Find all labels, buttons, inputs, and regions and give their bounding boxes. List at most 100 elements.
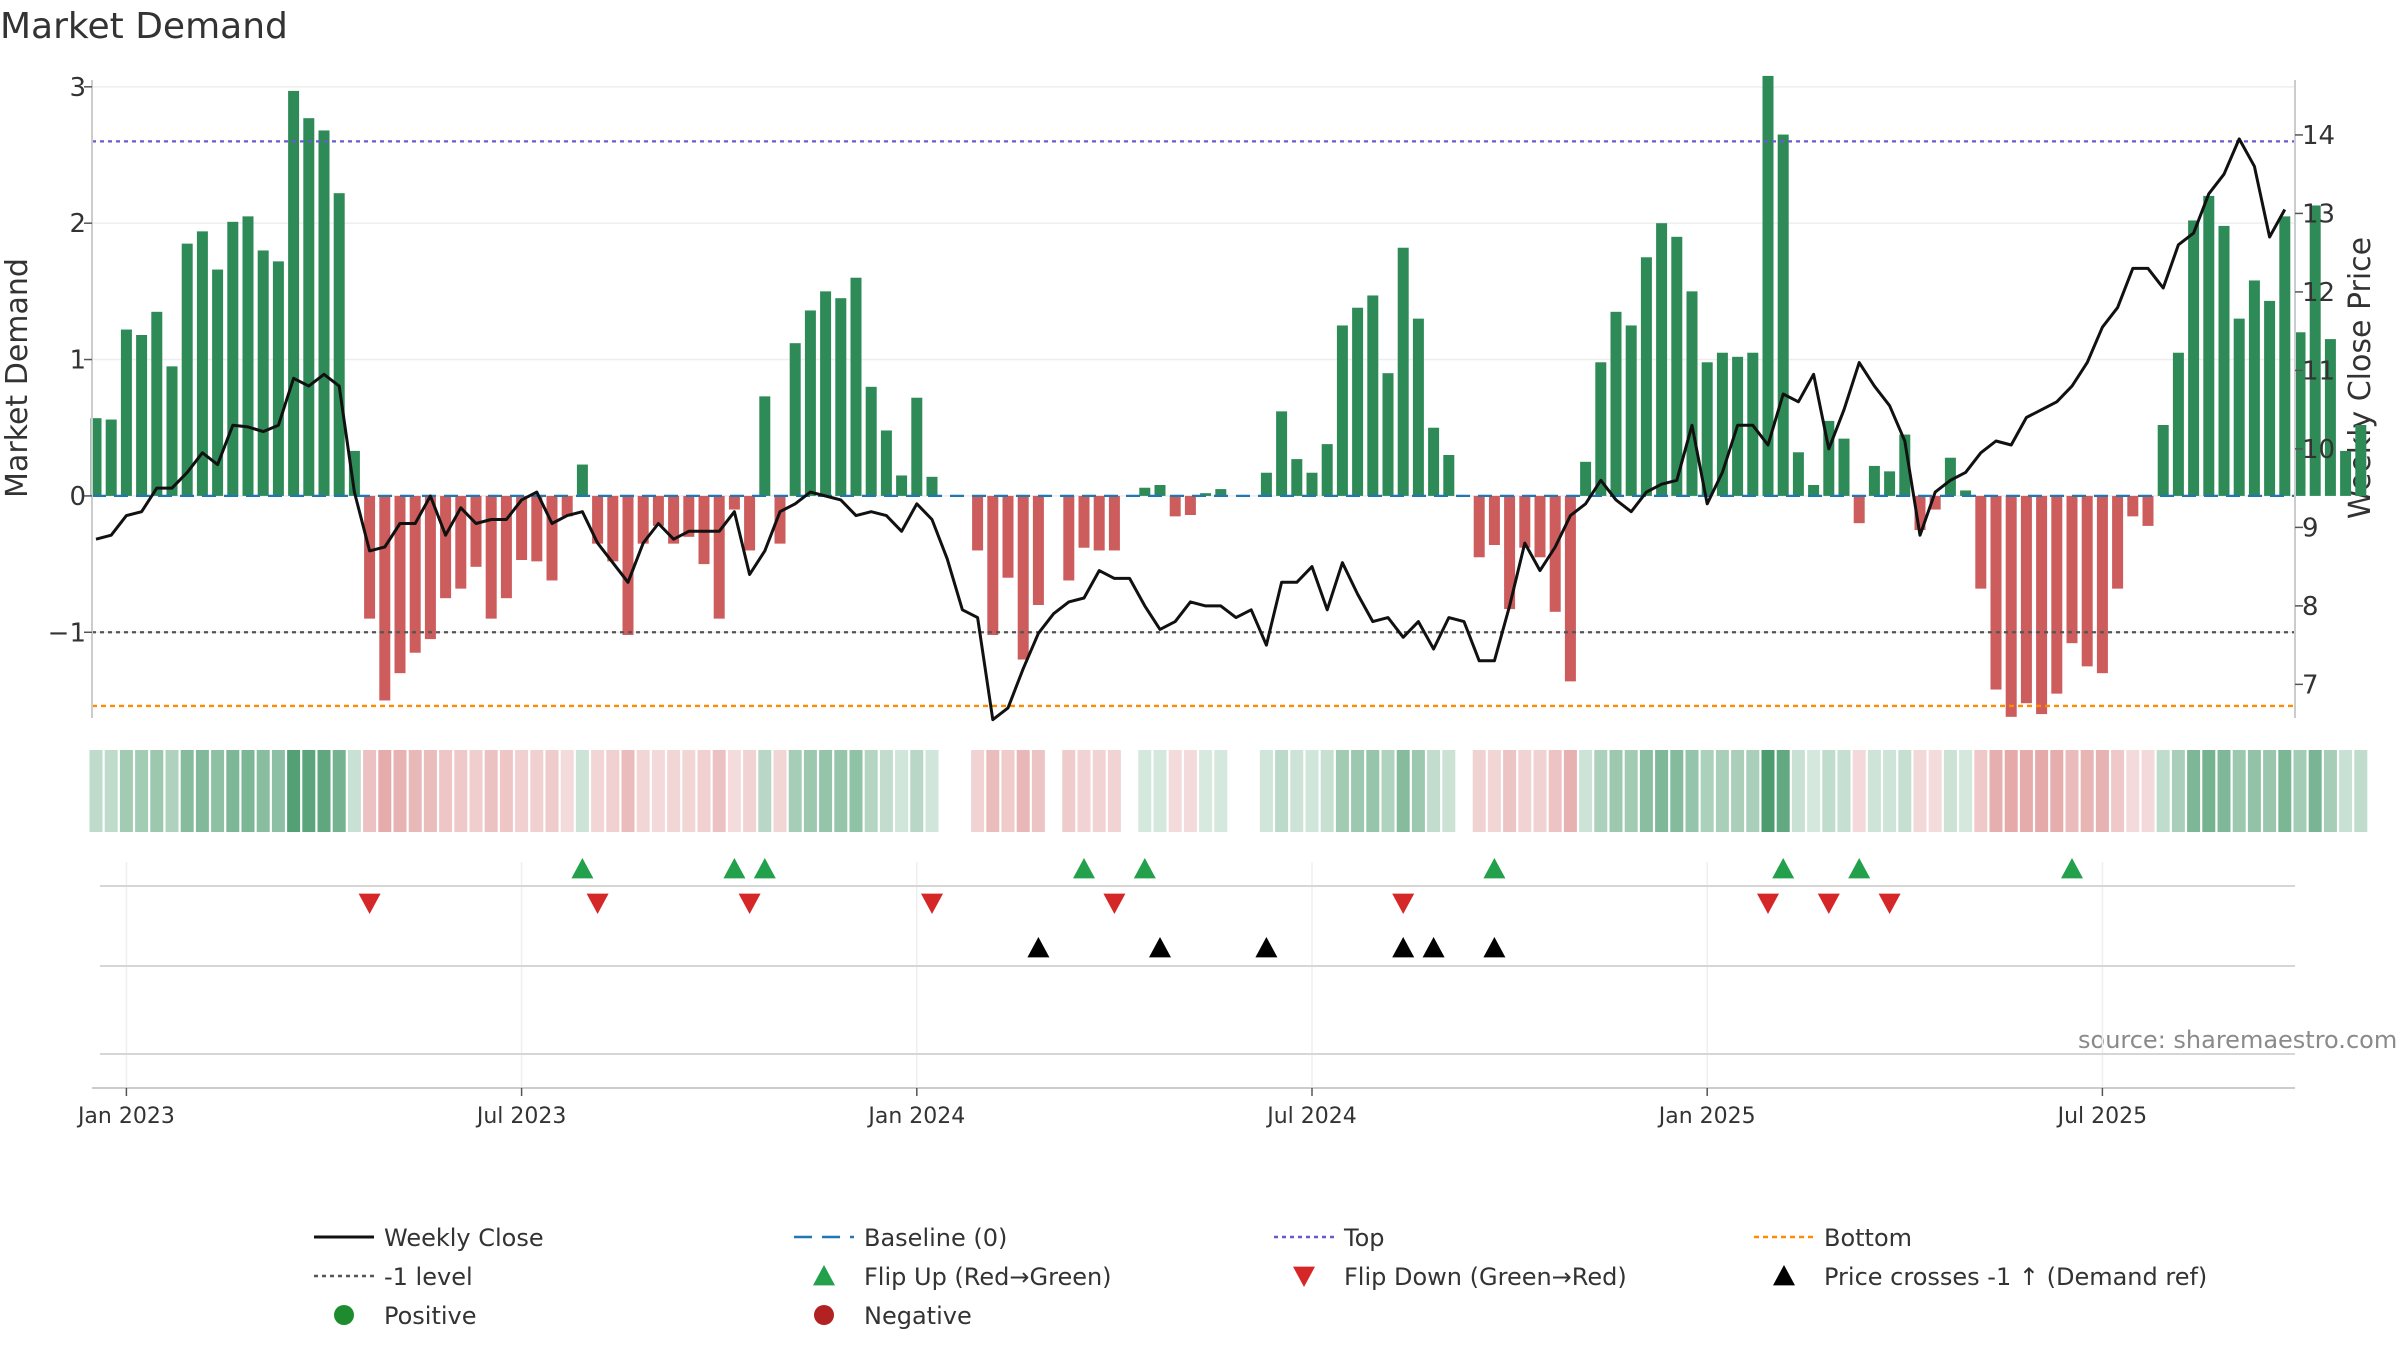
heat-strip-cell — [484, 750, 498, 832]
heat-strip-cell — [895, 750, 909, 832]
demand-bar — [1868, 465, 1880, 496]
demand-bar — [2112, 495, 2124, 589]
demand-bar — [668, 495, 680, 544]
heat-strip-cell — [1867, 750, 1881, 832]
demand-bar — [1108, 495, 1120, 551]
heat-strip-cell — [1427, 750, 1441, 832]
price-cross-marker — [1255, 937, 1278, 958]
demand-bar — [789, 343, 801, 496]
heat-strip-cell — [1092, 750, 1106, 832]
flip-down-marker — [358, 893, 381, 914]
demand-bar — [379, 495, 391, 701]
heat-strip-cell — [727, 750, 741, 832]
flip-down-marker — [738, 893, 761, 914]
heat-strip-cell — [1715, 750, 1729, 832]
flip-down-marker — [1757, 893, 1779, 914]
heat-strip-cell — [1624, 750, 1638, 832]
heat-strip-cell — [560, 750, 574, 832]
demand-bar — [1017, 495, 1029, 660]
reference-lines — [92, 140, 2295, 708]
demand-bar — [2172, 352, 2184, 496]
y2-tick-label: 14 — [2302, 121, 2335, 151]
heat-strip-cell — [104, 750, 118, 832]
x-tick-label: Jan 2024 — [866, 1104, 965, 1129]
heat-strip-cell — [1685, 750, 1699, 832]
demand-bar — [1686, 291, 1698, 496]
demand-bar — [348, 450, 360, 496]
x-tick-label: Jul 2025 — [2056, 1104, 2148, 1129]
demand-bar — [1382, 373, 1394, 496]
demand-bar — [1808, 485, 1820, 496]
legend-price-cross: Price crosses -1 ↑ (Demand ref) — [1824, 1263, 2207, 1291]
heat-strip-cell — [1837, 750, 1851, 832]
demand-bar — [1960, 490, 1972, 496]
heat-strip-cell — [1913, 750, 1927, 832]
demand-bar — [926, 476, 938, 496]
y2-tick-label: 8 — [2302, 592, 2319, 622]
demand-bar — [1777, 134, 1789, 496]
heat-strip-cell — [1472, 750, 1486, 832]
demand-bar — [972, 495, 984, 551]
heat-strip-cell — [1016, 750, 1030, 832]
heat-strip-cell — [2323, 750, 2337, 832]
demand-bar — [683, 495, 695, 537]
heat-strip-cell — [2035, 750, 2049, 832]
heat-strip-cell — [2156, 750, 2170, 832]
demand-bar — [2142, 495, 2154, 526]
y-tick-label: 1 — [69, 346, 86, 376]
demand-bar — [151, 311, 163, 496]
heat-strip-cell — [986, 750, 1000, 832]
y2-tick-label: 10 — [2302, 435, 2335, 465]
demand-bar — [1975, 495, 1987, 589]
heat-strip-cell — [1518, 750, 1532, 832]
demand-bar — [333, 193, 345, 496]
y2-tick-label: 12 — [2302, 278, 2335, 308]
demand-bars — [90, 75, 2367, 717]
demand-bar — [1002, 495, 1014, 578]
heat-strip-cell — [651, 750, 665, 832]
heat-strip-cell — [2171, 750, 2185, 832]
demand-bar — [500, 495, 512, 599]
flip-down-marker — [921, 893, 943, 914]
demand-bar — [880, 430, 892, 496]
demand-bar — [288, 90, 300, 496]
weekly-close-line — [95, 137, 2287, 722]
heat-strip-cell — [2278, 750, 2292, 832]
demand-bar — [2218, 225, 2230, 496]
heat-strip-cell — [1594, 750, 1608, 832]
demand-bar — [1838, 438, 1850, 496]
demand-bar — [1762, 75, 1774, 496]
demand-bar — [896, 475, 908, 496]
heat-strip-cell — [1761, 750, 1775, 832]
flip-up-marker — [1772, 858, 1795, 879]
legend-negative: Negative — [864, 1302, 972, 1330]
demand-bar — [2096, 495, 2108, 674]
heat-strip-cell — [2187, 750, 2201, 832]
y-tick-label: −1 — [48, 618, 86, 648]
heat-strip-cell — [332, 750, 346, 832]
heat-strip-cell — [1731, 750, 1745, 832]
heat-strip-cell — [788, 750, 802, 832]
demand-bar — [136, 335, 148, 496]
heat-strip-cell — [271, 750, 285, 832]
heat-strip-cell — [697, 750, 711, 832]
demand-bar — [2020, 495, 2032, 704]
demand-bar — [1276, 411, 1288, 496]
demand-bar — [394, 495, 406, 674]
x-tick-label: Jan 2023 — [76, 1104, 175, 1129]
heat-strip-cell — [226, 750, 240, 832]
heat-strip-cell — [1259, 750, 1273, 832]
heat-strip-cell — [864, 750, 878, 832]
heat-strip-cell — [819, 750, 833, 832]
heat-strip-cell — [1989, 750, 2003, 832]
demand-bar — [1184, 495, 1196, 515]
flip-up-marker — [1073, 858, 1095, 879]
demand-bar — [303, 118, 315, 496]
heat-strip-cell — [515, 750, 529, 832]
heat-strip-cell — [2232, 750, 2246, 832]
demand-bar — [1914, 495, 1926, 530]
heat-strip-cell — [2065, 750, 2079, 832]
heat-strip-cell — [1943, 750, 1957, 832]
demand-bar — [1093, 495, 1105, 551]
demand-bar — [2051, 495, 2063, 694]
